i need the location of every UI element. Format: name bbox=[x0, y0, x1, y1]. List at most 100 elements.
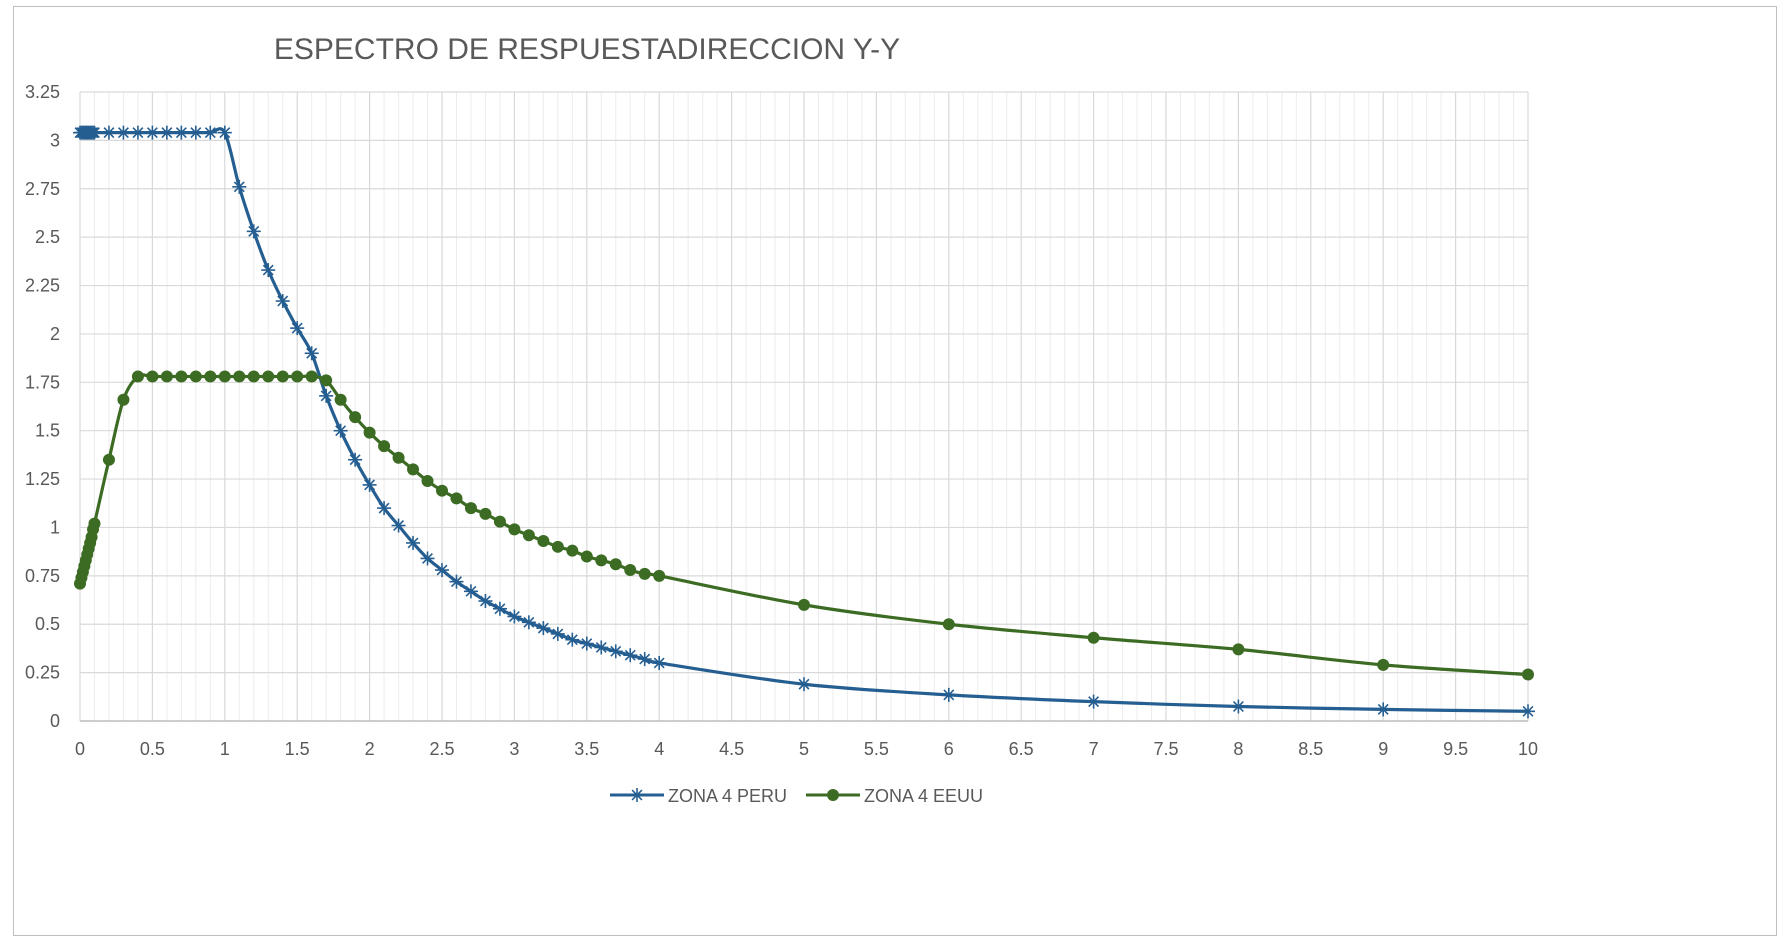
data-point bbox=[595, 554, 608, 567]
y-tick-label: 0.25 bbox=[25, 663, 60, 683]
data-point bbox=[131, 370, 144, 383]
x-tick-label: 7.5 bbox=[1153, 739, 1178, 759]
data-point bbox=[348, 452, 363, 467]
x-tick-label: 1.5 bbox=[285, 739, 310, 759]
data-point bbox=[1087, 631, 1100, 644]
data-point bbox=[436, 484, 448, 497]
data-point bbox=[493, 515, 506, 528]
data-point bbox=[145, 125, 160, 140]
x-tick-label: 8 bbox=[1233, 739, 1243, 759]
y-tick-label: 0.75 bbox=[25, 566, 60, 586]
data-point bbox=[1086, 694, 1101, 709]
data-point bbox=[407, 463, 420, 476]
y-axis-labels: 0 0.25 0.5 0.75 1 1.25 1.5 1.75 2 2.25 2.5 2.75 3 3.2… bbox=[25, 82, 60, 731]
data-point bbox=[232, 179, 247, 194]
x-tick-label: 6.5 bbox=[1009, 739, 1034, 759]
data-point bbox=[653, 569, 666, 582]
data-point bbox=[942, 618, 955, 631]
data-point bbox=[536, 621, 551, 636]
data-point bbox=[391, 518, 406, 533]
data-point bbox=[174, 125, 189, 140]
data-point bbox=[449, 574, 464, 589]
x-tick-label: 5.5 bbox=[864, 739, 889, 759]
x-tick-label: 0 bbox=[75, 739, 85, 759]
data-point bbox=[579, 636, 594, 651]
y-tick-label: 1 bbox=[50, 517, 60, 537]
data-point bbox=[624, 564, 637, 577]
data-point bbox=[117, 393, 130, 406]
x-tick-label: 3 bbox=[509, 739, 519, 759]
data-point bbox=[116, 125, 131, 140]
data-point bbox=[652, 655, 667, 670]
data-point bbox=[1231, 699, 1246, 714]
data-point bbox=[463, 584, 478, 599]
data-point bbox=[377, 501, 392, 516]
data-point bbox=[421, 475, 434, 488]
data-point bbox=[492, 601, 507, 616]
data-point bbox=[521, 615, 536, 630]
data-point bbox=[261, 263, 276, 278]
data-point bbox=[305, 370, 318, 383]
data-point bbox=[479, 507, 492, 520]
data-point bbox=[406, 535, 421, 550]
data-point bbox=[204, 370, 217, 383]
data-point bbox=[203, 125, 218, 140]
chart-frame: ESPECTRO DE RESPUESTADIRECCION Y-Y 0 0.5 1… bbox=[13, 6, 1777, 936]
x-tick-label: 4 bbox=[654, 739, 664, 759]
data-point bbox=[130, 125, 145, 140]
data-point bbox=[362, 477, 377, 492]
legend-marker-peru bbox=[630, 788, 644, 802]
data-point bbox=[349, 411, 362, 424]
y-tick-label: 3.25 bbox=[25, 82, 60, 102]
data-point bbox=[508, 523, 521, 536]
x-tick-label: 10 bbox=[1518, 739, 1538, 759]
data-point bbox=[159, 125, 174, 140]
data-point bbox=[88, 517, 101, 530]
x-tick-label: 9 bbox=[1378, 739, 1388, 759]
data-point bbox=[464, 502, 477, 515]
data-point bbox=[304, 346, 319, 361]
legend-asterisk bbox=[630, 788, 644, 802]
data-point bbox=[290, 321, 305, 336]
x-tick-label: 6 bbox=[944, 739, 954, 759]
data-point bbox=[378, 440, 391, 453]
y-tick-label: 2.5 bbox=[35, 227, 60, 247]
data-point bbox=[566, 544, 579, 557]
y-tick-label: 2.75 bbox=[25, 179, 60, 199]
data-point bbox=[146, 370, 159, 383]
grid-minor bbox=[93, 92, 1515, 721]
data-point bbox=[392, 451, 405, 464]
chart-title: ESPECTRO DE RESPUESTADIRECCION Y-Y bbox=[274, 33, 900, 66]
data-point bbox=[507, 609, 522, 624]
data-point bbox=[798, 598, 810, 611]
data-point bbox=[188, 125, 203, 140]
data-point bbox=[478, 594, 493, 609]
data-point bbox=[1377, 658, 1390, 671]
legend-marker-eeuu bbox=[827, 789, 839, 801]
series-eeuu bbox=[74, 370, 1534, 681]
x-tick-label: 0.5 bbox=[140, 739, 165, 759]
data-point bbox=[363, 426, 376, 439]
data-point bbox=[160, 370, 173, 383]
x-axis-labels: 0 0.5 1 1.5 2 2.5 3 3.5 4 4.5 5 5.5 6 6.5 7 7.5 8 8.5 9 9.5… bbox=[75, 739, 1538, 759]
data-point bbox=[217, 125, 232, 140]
legend: ZONA 4 PERU ZONA 4 EEUU bbox=[610, 786, 983, 806]
data-point bbox=[334, 393, 347, 406]
data-point bbox=[420, 551, 435, 566]
data-point bbox=[623, 648, 638, 663]
data-point bbox=[291, 370, 304, 383]
grid-major bbox=[79, 91, 1529, 722]
series-layer bbox=[73, 125, 1535, 719]
y-tick-label: 2 bbox=[50, 324, 60, 344]
y-tick-label: 3 bbox=[50, 130, 60, 150]
data-point bbox=[276, 370, 289, 383]
data-point bbox=[551, 540, 564, 553]
data-point bbox=[246, 224, 261, 239]
legend-item-peru: ZONA 4 PERU bbox=[610, 786, 787, 806]
data-point bbox=[537, 535, 550, 548]
data-point bbox=[87, 125, 102, 140]
x-tick-label: 5 bbox=[799, 739, 809, 759]
data-point bbox=[594, 640, 609, 655]
data-point bbox=[175, 370, 188, 383]
x-tick-label: 7 bbox=[1089, 739, 1099, 759]
